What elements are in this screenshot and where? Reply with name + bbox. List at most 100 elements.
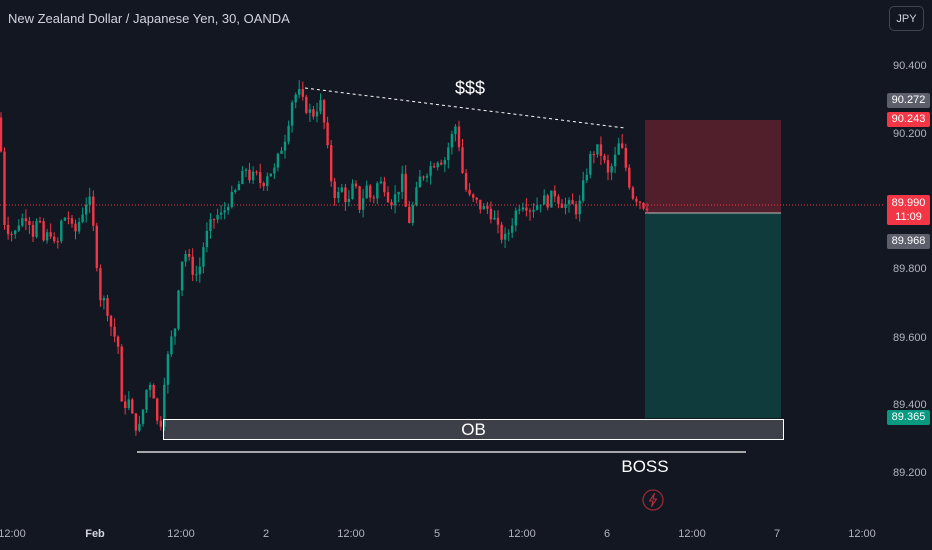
candle-body: [276, 153, 280, 168]
candle-body: [269, 173, 272, 177]
candle-body: [532, 209, 535, 212]
candle-body: [337, 192, 340, 198]
candle-body: [120, 346, 123, 402]
candle-body: [461, 147, 464, 173]
time-tick: 6: [603, 528, 611, 540]
candle-body: [535, 205, 539, 210]
candle-body: [493, 217, 496, 220]
time-tick: 2: [262, 528, 270, 540]
candle-body: [173, 328, 177, 337]
price-tick: 89.600: [893, 332, 927, 344]
price-tick: 89.200: [893, 467, 927, 479]
candle-body: [251, 171, 255, 181]
candle-body: [85, 204, 88, 215]
candle-body: [56, 241, 59, 243]
candle-body: [539, 204, 542, 206]
lightning-bolt-icon[interactable]: [642, 489, 664, 511]
candle-body: [38, 221, 42, 223]
candle-body: [205, 230, 209, 248]
take-profit-zone[interactable]: [645, 213, 781, 418]
candle-body: [528, 210, 532, 212]
candle-body: [507, 232, 510, 234]
candle-body: [571, 200, 574, 205]
candle-body: [582, 180, 585, 201]
boss-label[interactable]: BOSS: [621, 457, 669, 476]
liquidity-label[interactable]: $$$: [454, 78, 486, 98]
candle-body: [411, 205, 414, 223]
candle-body: [436, 162, 439, 168]
candle-body: [635, 198, 638, 202]
candle-body: [244, 169, 248, 171]
currency-button[interactable]: JPY: [889, 6, 924, 31]
stop-loss-zone[interactable]: [645, 120, 781, 213]
candle-body: [6, 225, 10, 235]
candle-body: [28, 221, 31, 225]
candle-body: [560, 203, 564, 208]
candle-body: [266, 176, 269, 187]
candle-body: [418, 176, 422, 188]
candle-body: [92, 196, 95, 226]
candle-body: [543, 195, 546, 205]
candle-body: [116, 336, 120, 347]
candle-body: [631, 187, 635, 199]
time-tick: Feb: [85, 528, 105, 540]
candle-body: [521, 207, 525, 210]
candle-body: [475, 197, 478, 200]
candle-body: [486, 206, 489, 209]
candle-body: [237, 184, 241, 191]
candle-body: [564, 204, 567, 208]
candle-body: [638, 201, 642, 203]
candle-body: [209, 219, 212, 231]
price-tick: 90.400: [893, 60, 927, 72]
candle-body: [610, 166, 613, 173]
candle-body: [401, 173, 404, 192]
candle-body: [361, 198, 365, 210]
order-block-box[interactable]: OB: [163, 419, 784, 440]
candle-body: [294, 94, 297, 103]
candle-body: [212, 219, 216, 221]
candle-body: [184, 254, 187, 262]
candle-body: [511, 225, 514, 233]
candle-body: [599, 144, 603, 156]
candle-body: [472, 194, 475, 198]
candle-body: [163, 384, 166, 427]
candle-body: [3, 151, 6, 225]
candle-body: [180, 261, 184, 291]
candle-body: [312, 109, 315, 117]
candle-body: [390, 202, 393, 206]
candle-body: [457, 126, 461, 148]
candle-body: [525, 207, 528, 211]
candle-body: [280, 150, 283, 154]
candle-body: [283, 141, 287, 151]
candle-body: [81, 214, 84, 222]
candle-body: [333, 181, 336, 198]
candle-body: [347, 198, 351, 203]
candle-body: [21, 218, 24, 226]
candle-body: [45, 232, 49, 241]
candle-body: [617, 143, 620, 155]
candle-body: [574, 204, 578, 215]
candle-body: [241, 170, 244, 184]
candle-body: [216, 214, 219, 220]
candle-body: [67, 217, 70, 219]
candle-body: [450, 134, 454, 148]
candle-body: [546, 195, 549, 208]
candle-body: [127, 399, 130, 409]
time-tick: 5: [433, 528, 441, 540]
candle-body: [301, 89, 304, 97]
candle-body: [645, 208, 649, 211]
candle-body: [219, 212, 223, 215]
current-price-value: 89.990: [891, 197, 926, 209]
candle-body: [557, 196, 560, 204]
candle-body: [95, 225, 98, 269]
candle-body: [223, 210, 226, 213]
candle-body: [408, 206, 411, 223]
candle-body: [624, 148, 627, 168]
candle-body: [642, 202, 645, 209]
candle-body: [141, 409, 145, 424]
candle-body: [365, 185, 368, 199]
candle-body: [170, 336, 173, 355]
candle-body: [177, 290, 180, 329]
candle-body: [482, 206, 485, 210]
